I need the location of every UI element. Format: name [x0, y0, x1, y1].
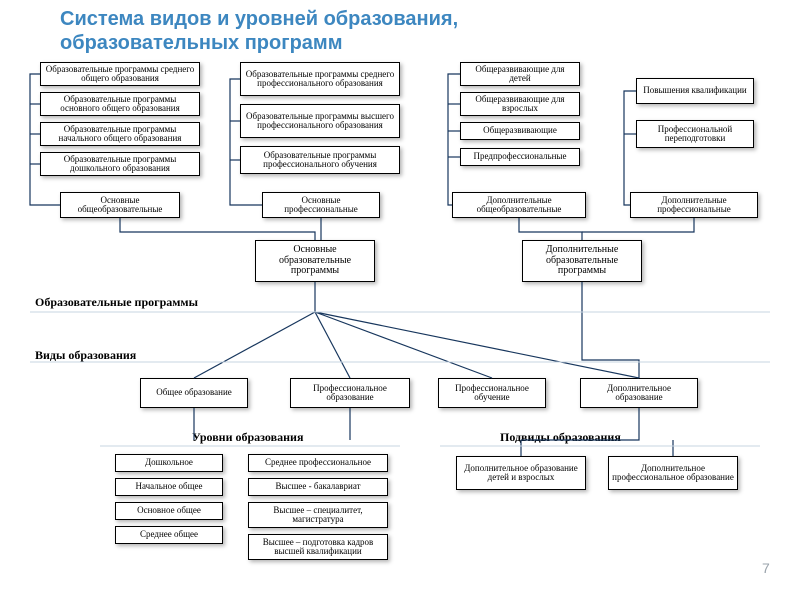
box-c1-4: Образовательные программы дошкольного об… [40, 152, 200, 176]
box-c2-1: Образовательные программы среднего профе… [240, 62, 400, 96]
box-sub-2: Дополнительное профессиональное образова… [608, 456, 738, 490]
box-c3-4: Предпрофессиональные [460, 148, 580, 166]
box-main-programs: Основные образовательные программы [255, 240, 375, 282]
box-lev-r3: Высшее – специалитет, магистратура [248, 502, 388, 528]
box-c2-2: Образовательные программы высшего профес… [240, 104, 400, 138]
label-types: Виды образования [35, 348, 136, 363]
page-title-line1: Система видов и уровней образования, [60, 8, 458, 31]
label-levels: Уровни образования [192, 430, 303, 445]
box-type-2: Профессиональное образование [290, 378, 410, 408]
box-lev-l4: Среднее общее [115, 526, 223, 544]
box-c3-3: Общеразвивающие [460, 122, 580, 140]
box-c4-2: Профессиональной переподготовки [636, 120, 754, 148]
box-c1-2: Образовательные программы основного обще… [40, 92, 200, 116]
box-c3-2: Общеразвивающие для взрослых [460, 92, 580, 116]
box-sub-1: Дополнительное образование детей и взрос… [456, 456, 586, 490]
box-c2-bottom: Основные профессиональные [262, 192, 380, 218]
box-c4-1: Повышения квалификации [636, 78, 754, 104]
box-c3-1: Общеразвивающие для детей [460, 62, 580, 86]
label-subtypes: Подвиды образования [500, 430, 621, 445]
box-c2-3: Образовательные программы профессиональн… [240, 146, 400, 174]
box-lev-l3: Основное общее [115, 502, 223, 520]
box-c1-bottom: Основные общеобразовательные [60, 192, 180, 218]
box-type-4: Дополнительное образование [580, 378, 698, 408]
label-programs: Образовательные программы [35, 295, 198, 310]
box-lev-r1: Среднее профессиональное [248, 454, 388, 472]
box-lev-r4: Высшее – подготовка кадров высшей квалиф… [248, 534, 388, 560]
box-c1-1: Образовательные программы среднего общег… [40, 62, 200, 86]
box-lev-l2: Начальное общее [115, 478, 223, 496]
page-number: 7 [762, 560, 770, 576]
box-type-1: Общее образование [140, 378, 248, 408]
box-c1-3: Образовательные программы начального общ… [40, 122, 200, 146]
box-type-3: Профессиональное обучение [438, 378, 546, 408]
box-c4-bottom: Дополнительные профессиональные [630, 192, 758, 218]
box-lev-l1: Дошкольное [115, 454, 223, 472]
box-additional-programs: Дополнительные образовательные программы [522, 240, 642, 282]
page-title-line2: образовательных программ [60, 32, 343, 55]
box-lev-r2: Высшее - бакалавриат [248, 478, 388, 496]
box-c3-bottom: Дополнительные общеобразовательные [452, 192, 586, 218]
